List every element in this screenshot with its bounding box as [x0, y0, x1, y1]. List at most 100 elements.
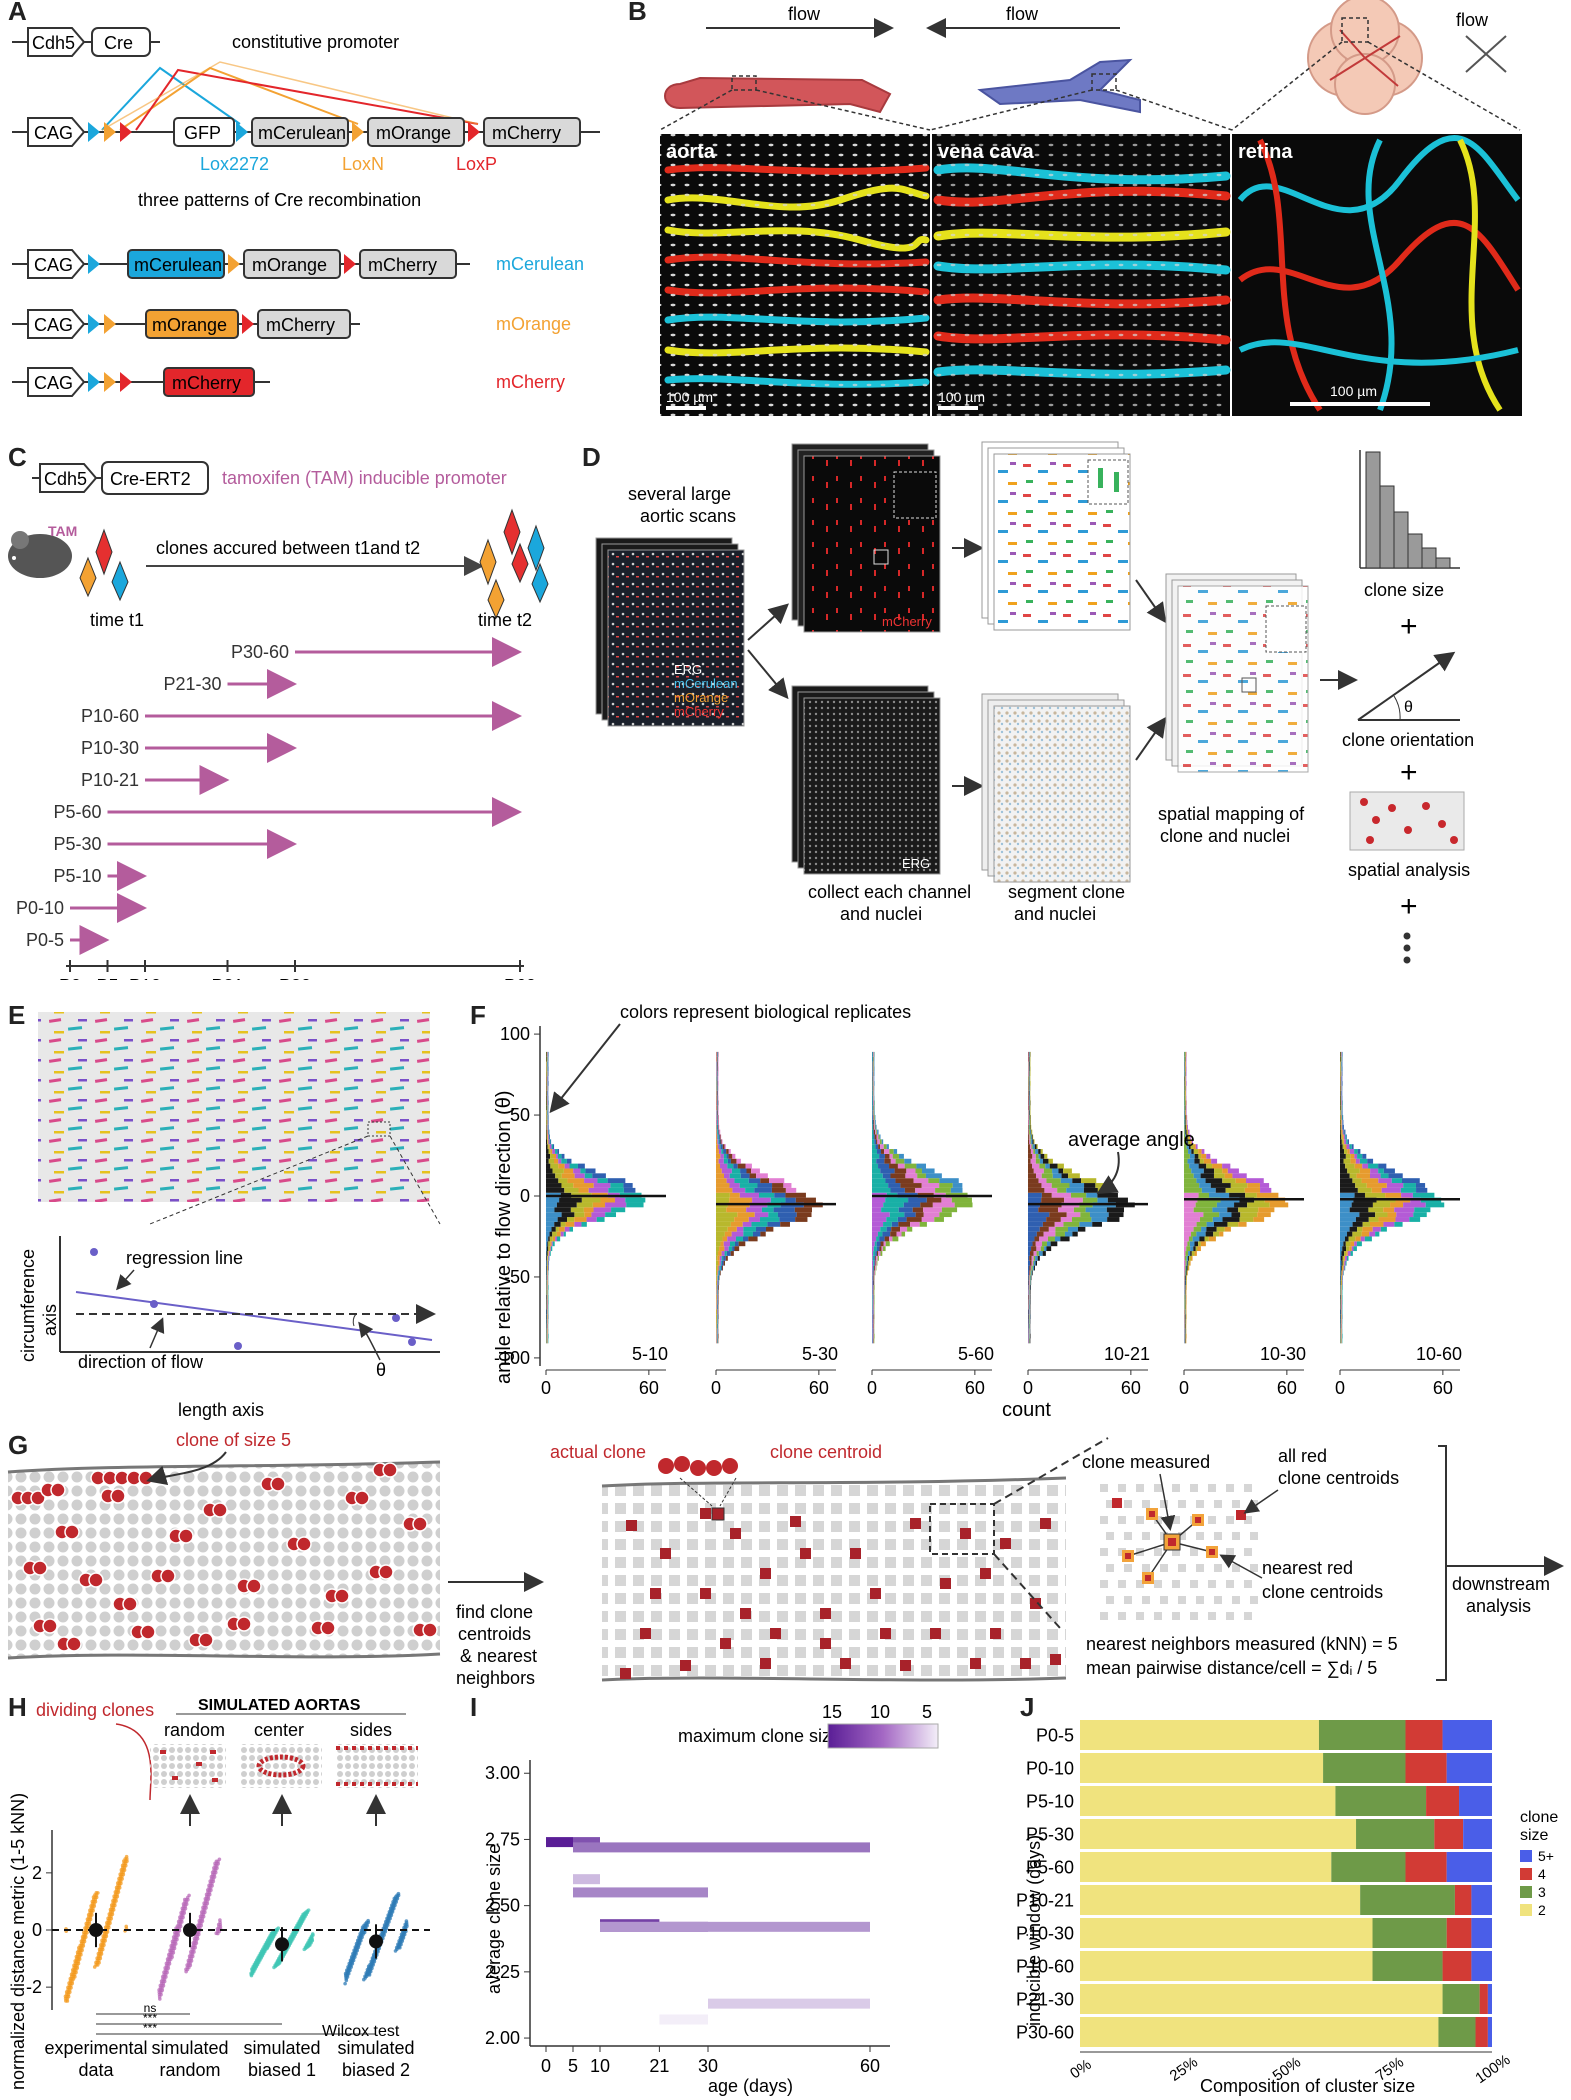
histogram-bin — [546, 1260, 548, 1266]
h-point — [207, 1883, 211, 1888]
histogram-bin — [1234, 1202, 1248, 1208]
histogram-bin — [717, 1139, 719, 1145]
histogram-bin — [716, 1212, 738, 1218]
histogram-bin — [1213, 1231, 1220, 1237]
histogram-bin — [717, 1280, 719, 1286]
histogram-bin — [1031, 1129, 1033, 1135]
histogram-bin — [549, 1246, 551, 1252]
histogram-bin — [1028, 1231, 1037, 1237]
h-point — [343, 1971, 348, 1976]
window-label: P30-60 — [231, 642, 289, 662]
histogram-bin — [719, 1144, 721, 1150]
histogram-bin — [1340, 1187, 1358, 1193]
histogram-bin — [873, 1100, 874, 1106]
histogram-bin — [548, 1251, 549, 1256]
i-x-tick-label: 21 — [649, 2056, 669, 2076]
histogram-bin — [768, 1212, 778, 1218]
histogram-bin — [716, 1280, 718, 1286]
histogram-bin — [1340, 1280, 1341, 1286]
h-point — [92, 1965, 97, 1969]
histogram-bin — [886, 1226, 892, 1232]
histogram-bin — [625, 1197, 646, 1203]
histogram-bin — [1341, 1100, 1342, 1106]
h-point — [190, 1945, 194, 1950]
histogram-bin — [1041, 1173, 1053, 1179]
grid-cell — [1232, 1500, 1240, 1508]
histogram-bin — [1033, 1168, 1044, 1174]
grid-cell — [1142, 1532, 1150, 1540]
panel-label-f: F — [470, 1000, 486, 1030]
histogram-bin — [889, 1163, 898, 1169]
h-point — [360, 1925, 365, 1929]
histogram-bin — [872, 1173, 883, 1179]
histogram-bin — [1210, 1183, 1231, 1188]
histogram-bin — [1184, 1236, 1189, 1242]
h-point — [96, 1951, 101, 1956]
histogram-bin — [925, 1173, 942, 1179]
histogram-bin — [1185, 1061, 1186, 1067]
h-point — [95, 1956, 99, 1960]
i-y-tick-label: 2.25 — [485, 1962, 520, 1982]
histogram-bin — [1341, 1105, 1343, 1111]
sim-title: SIMULATED AORTAS — [198, 1697, 361, 1714]
histogram-bin — [873, 1289, 875, 1295]
histogram-bin — [1190, 1134, 1191, 1140]
histogram-bin — [915, 1187, 936, 1193]
histogram-bin — [890, 1173, 906, 1179]
histogram-bin — [1415, 1183, 1426, 1188]
grid-cell — [1196, 1500, 1204, 1508]
histogram-bin — [1034, 1236, 1040, 1242]
histogram-bin — [716, 1110, 717, 1116]
histogram-bin — [1184, 1192, 1199, 1198]
histogram-bin — [1340, 1071, 1341, 1077]
histogram-bin — [1222, 1217, 1240, 1222]
histogram-bin — [880, 1168, 895, 1174]
histogram-bin — [1189, 1255, 1191, 1261]
histogram-bin — [1224, 1173, 1233, 1179]
panel-label-e: E — [8, 1000, 26, 1030]
h-point — [393, 1949, 398, 1953]
facet-label: 5-30 — [802, 1344, 838, 1364]
histogram-bin — [723, 1149, 727, 1154]
h-point — [97, 1947, 102, 1952]
histogram-bin — [908, 1197, 927, 1203]
histogram-bin — [897, 1163, 905, 1169]
histogram-bin — [1032, 1144, 1035, 1150]
h-sig-label: *** — [143, 2021, 157, 2035]
histogram-bin — [1340, 1134, 1342, 1140]
histogram-bin — [1184, 1251, 1186, 1256]
histogram-bin — [910, 1221, 920, 1227]
histogram-bin — [872, 1105, 874, 1111]
histogram-bin — [1369, 1231, 1376, 1237]
histogram-bin — [903, 1202, 921, 1208]
histogram-bin — [932, 1202, 955, 1208]
h-point — [218, 1918, 222, 1922]
histogram-bin — [1187, 1241, 1190, 1247]
h-sig-label: ns — [144, 2001, 157, 2015]
histogram-bin — [1381, 1187, 1401, 1193]
histogram-bin — [1341, 1129, 1343, 1135]
clone-centroid — [720, 1638, 731, 1649]
histogram-bin — [1184, 1202, 1196, 1208]
histogram-bin — [896, 1231, 902, 1237]
histogram-bin — [553, 1153, 557, 1159]
h-point — [64, 1990, 69, 1994]
h-point — [80, 1935, 85, 1939]
histogram-bin — [1260, 1187, 1272, 1193]
histogram-bin — [771, 1187, 786, 1193]
all-red-label-1: all red — [1278, 1446, 1327, 1466]
histogram-bin — [1340, 1231, 1348, 1237]
histogram-bin — [716, 1178, 727, 1184]
histogram-bin — [720, 1270, 721, 1276]
histogram-bin — [1386, 1183, 1404, 1188]
grid-cell — [1100, 1580, 1108, 1588]
histogram-bin — [1184, 1115, 1186, 1120]
histogram-bin — [1185, 1105, 1187, 1111]
j-bar-segment — [1442, 1984, 1480, 2014]
grid-cell — [1208, 1580, 1216, 1588]
histogram-bin — [900, 1183, 922, 1188]
histogram-bin — [550, 1149, 553, 1154]
histogram-bin — [546, 1100, 547, 1106]
histogram-bin — [1060, 1236, 1070, 1242]
histogram-bin — [1028, 1207, 1039, 1213]
